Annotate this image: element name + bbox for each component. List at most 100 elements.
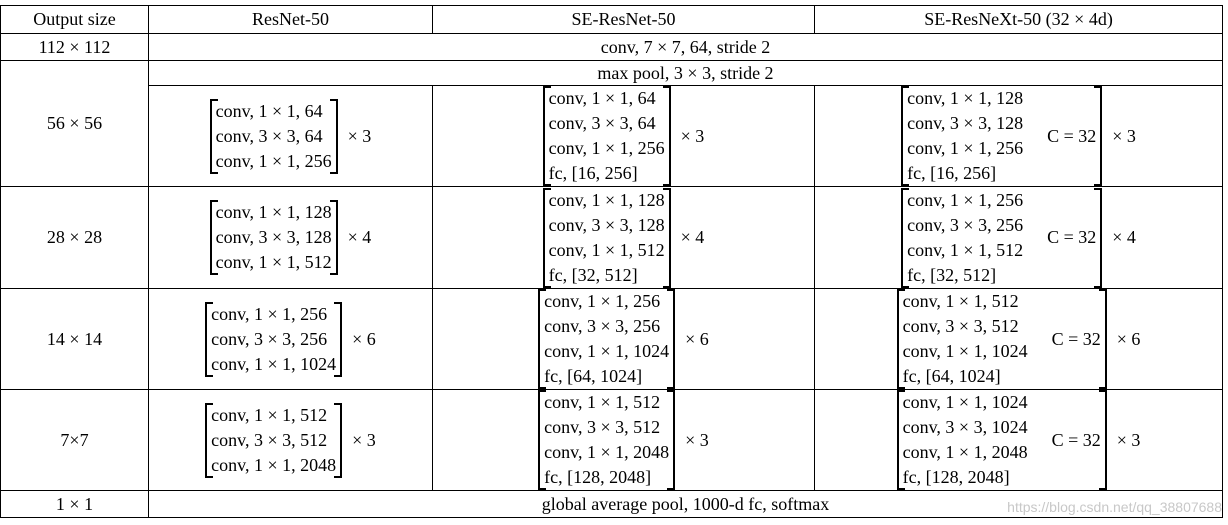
block-line: conv, 1 × 1, 64 <box>548 88 656 108</box>
block-lines: conv, 1 × 1, 1024 conv, 3 × 3, 1024 conv, … <box>903 390 1028 490</box>
table-row: Output size ResNet-50 SE-ResNet-50 SE-ResNe… <box>0 5 1223 34</box>
bracket: conv, 1 × 1, 128 conv, 3 × 3, 128 conv, 1 … <box>209 200 338 275</box>
block-line: conv, 1 × 1, 2048 <box>544 442 670 462</box>
block-line: conv, 1 × 1, 256 <box>211 303 328 324</box>
repeat: × 4 <box>1112 227 1136 247</box>
repeat: × 4 <box>680 227 705 247</box>
table-row: conv, 1 × 1, 64 conv, 3 × 3, 64 conv, 1 × … <box>1 85 1223 187</box>
table-row: 14 × 14 conv, 1 × 1, 256 conv, 3 × 3, 256 c… <box>0 288 1223 390</box>
block-cell: conv, 1 × 1, 256 conv, 3 × 3, 256 conv, 1 … <box>148 288 433 390</box>
bracket: conv, 1 × 1, 64 conv, 3 × 3, 64 conv, 1 × … <box>542 86 671 186</box>
block-lines: conv, 1 × 1, 128 conv, 3 × 3, 128 conv, 1 … <box>549 188 665 288</box>
block-line: fc, [16, 256] <box>907 163 997 183</box>
repeat: × 6 <box>1116 328 1141 349</box>
block-line: conv, 1 × 1, 512 <box>902 291 1019 311</box>
bracket: conv, 1 × 1, 512 conv, 3 × 3, 512 conv, 1 … <box>205 402 343 478</box>
layer-spec: global average pool, 1000-d fc, softmax <box>148 490 1223 518</box>
bracket: conv, 1 × 1, 512 conv, 3 × 3, 512 conv, 1 … <box>896 289 1107 389</box>
output-size: 14 × 14 <box>0 288 149 390</box>
block-line: conv, 3 × 3, 1024 <box>902 417 1028 437</box>
table-row: 28 × 28 conv, 1 × 1, 128 conv, 3 × 3, 128 c… <box>0 186 1223 289</box>
block-cell: conv, 1 × 1, 512 conv, 3 × 3, 512 conv, 1 … <box>148 389 433 491</box>
block-cell: conv, 1 × 1, 256 conv, 3 × 3, 256 conv, 1 … <box>432 288 815 390</box>
block-lines: conv, 1 × 1, 512 conv, 3 × 3, 512 conv, 1 … <box>211 403 336 478</box>
bracket: conv, 1 × 1, 128 conv, 3 × 3, 128 conv, 1 … <box>542 187 671 288</box>
block-lines: conv, 1 × 1, 256 conv, 3 × 3, 256 conv, 1 … <box>544 289 669 389</box>
repeat: × 3 <box>680 125 705 146</box>
block-line: conv, 1 × 1, 64 <box>215 100 323 121</box>
block-line: fc, [128, 2048] <box>544 467 652 487</box>
block-line: conv, 3 × 3, 64 <box>215 125 323 146</box>
repeat: × 4 <box>347 227 372 247</box>
table-row: 56 × 56 max pool, 3 × 3, stride 2 <box>0 60 1223 187</box>
table-row: 1 × 1 global average pool, 1000-d fc, sof… <box>0 490 1223 518</box>
repeat: × 3 <box>1116 429 1141 450</box>
block: conv, 1 × 1, 128 conv, 3 × 3, 128 conv, 1 … <box>149 200 432 275</box>
bracket: conv, 1 × 1, 256 conv, 3 × 3, 256 conv, 1 … <box>901 187 1103 288</box>
cardinality: C = 32 <box>1047 227 1097 247</box>
column-header: ResNet-50 <box>148 5 433 34</box>
block-line: conv, 1 × 1, 512 <box>211 404 328 425</box>
block-line: conv, 3 × 3, 512 <box>211 429 328 450</box>
block-cell: conv, 1 × 1, 64 conv, 3 × 3, 64 conv, 1 × … <box>148 85 433 187</box>
block: conv, 1 × 1, 1024 conv, 3 × 3, 1024 conv, … <box>815 390 1222 490</box>
block-lines: conv, 1 × 1, 512 conv, 3 × 3, 512 conv, 1 … <box>903 289 1028 389</box>
block-line: conv, 3 × 3, 128 <box>548 214 665 235</box>
table-row: 7×7 conv, 1 × 1, 512 conv, 3 × 3, 512 conv,… <box>0 389 1223 491</box>
block-lines: conv, 1 × 1, 128 conv, 3 × 3, 128 conv, 1 … <box>216 200 332 275</box>
block: conv, 1 × 1, 512 conv, 3 × 3, 512 conv, 1 … <box>149 402 432 478</box>
cardinality: C = 32 <box>1051 429 1101 450</box>
repeat: × 3 <box>352 429 376 450</box>
block: conv, 1 × 1, 256 conv, 3 × 3, 256 conv, 1 … <box>815 187 1222 288</box>
block-lines: conv, 1 × 1, 64 conv, 3 × 3, 64 conv, 1 × … <box>549 86 665 186</box>
repeat: × 6 <box>352 328 376 349</box>
bracket: conv, 1 × 1, 512 conv, 3 × 3, 512 conv, 1 … <box>538 390 676 490</box>
block-line: conv, 1 × 1, 128 <box>215 202 332 222</box>
block-line: fc, [32, 512] <box>548 264 638 285</box>
block-cell: conv, 1 × 1, 128 conv, 3 × 3, 128 conv, 1 … <box>148 186 433 289</box>
block-line: conv, 1 × 1, 1024 <box>544 341 670 361</box>
block-line: conv, 1 × 1, 1024 <box>902 341 1028 361</box>
cardinality: C = 32 <box>1051 328 1101 349</box>
cardinality: C = 32 <box>1047 125 1097 146</box>
repeat: × 3 <box>685 429 709 450</box>
column-header: Output size <box>0 5 149 34</box>
output-size: 7×7 <box>0 389 149 491</box>
block-line: conv, 3 × 3, 64 <box>548 113 656 133</box>
block-line: conv, 3 × 3, 512 <box>902 316 1019 336</box>
block-line: conv, 1 × 1, 256 <box>215 150 332 171</box>
bracket: conv, 1 × 1, 64 conv, 3 × 3, 64 conv, 1 × … <box>209 98 338 174</box>
block-line: conv, 1 × 1, 128 <box>907 88 1024 108</box>
block: conv, 1 × 1, 512 conv, 3 × 3, 512 conv, 1 … <box>815 289 1222 389</box>
block-cell: conv, 1 × 1, 256 conv, 3 × 3, 256 conv, 1 … <box>814 186 1223 289</box>
block-line: fc, [64, 1024] <box>902 366 1001 386</box>
block: conv, 1 × 1, 128 conv, 3 × 3, 128 conv, 1 … <box>815 86 1222 186</box>
block-cell: conv, 1 × 1, 512 conv, 3 × 3, 512 conv, 1 … <box>814 288 1223 390</box>
block-line: conv, 1 × 1, 128 <box>548 189 665 210</box>
block-line: conv, 1 × 1, 256 <box>907 189 1024 210</box>
output-size: 1 × 1 <box>0 490 149 518</box>
block-line: fc, [32, 512] <box>907 264 997 285</box>
block-line: conv, 1 × 1, 256 <box>548 138 665 158</box>
block-lines: conv, 1 × 1, 64 conv, 3 × 3, 64 conv, 1 × … <box>216 99 332 174</box>
block-line: fc, [128, 2048] <box>902 467 1010 487</box>
block-line: conv, 3 × 3, 256 <box>907 214 1024 235</box>
table-row: 112 × 112 conv, 7 × 7, 64, stride 2 <box>0 33 1223 61</box>
block-line: conv, 1 × 1, 2048 <box>211 454 337 475</box>
block: conv, 1 × 1, 256 conv, 3 × 3, 256 conv, 1 … <box>433 289 814 389</box>
block-lines: conv, 1 × 1, 128 conv, 3 × 3, 128 conv, 1 … <box>907 86 1023 186</box>
layer-spec: conv, 7 × 7, 64, stride 2 <box>148 33 1223 61</box>
block-lines: conv, 1 × 1, 256 conv, 3 × 3, 256 conv, 1 … <box>211 302 336 377</box>
output-size: 28 × 28 <box>0 186 149 289</box>
block-line: fc, [64, 1024] <box>544 366 643 386</box>
block-line: conv, 1 × 1, 256 <box>544 291 661 311</box>
block: conv, 1 × 1, 64 conv, 3 × 3, 64 conv, 1 × … <box>149 98 432 174</box>
block-line: fc, [16, 256] <box>548 163 638 183</box>
block-line: conv, 1 × 1, 256 <box>907 138 1024 158</box>
block-cell: conv, 1 × 1, 512 conv, 3 × 3, 512 conv, 1 … <box>432 389 815 491</box>
block: conv, 1 × 1, 64 conv, 3 × 3, 64 conv, 1 × … <box>433 86 814 186</box>
repeat: × 3 <box>347 125 372 146</box>
architecture-table: Output size ResNet-50 SE-ResNet-50 SE-ResNe… <box>0 5 1223 518</box>
repeat: × 6 <box>685 328 709 349</box>
block-line: conv, 1 × 1, 2048 <box>902 442 1028 462</box>
